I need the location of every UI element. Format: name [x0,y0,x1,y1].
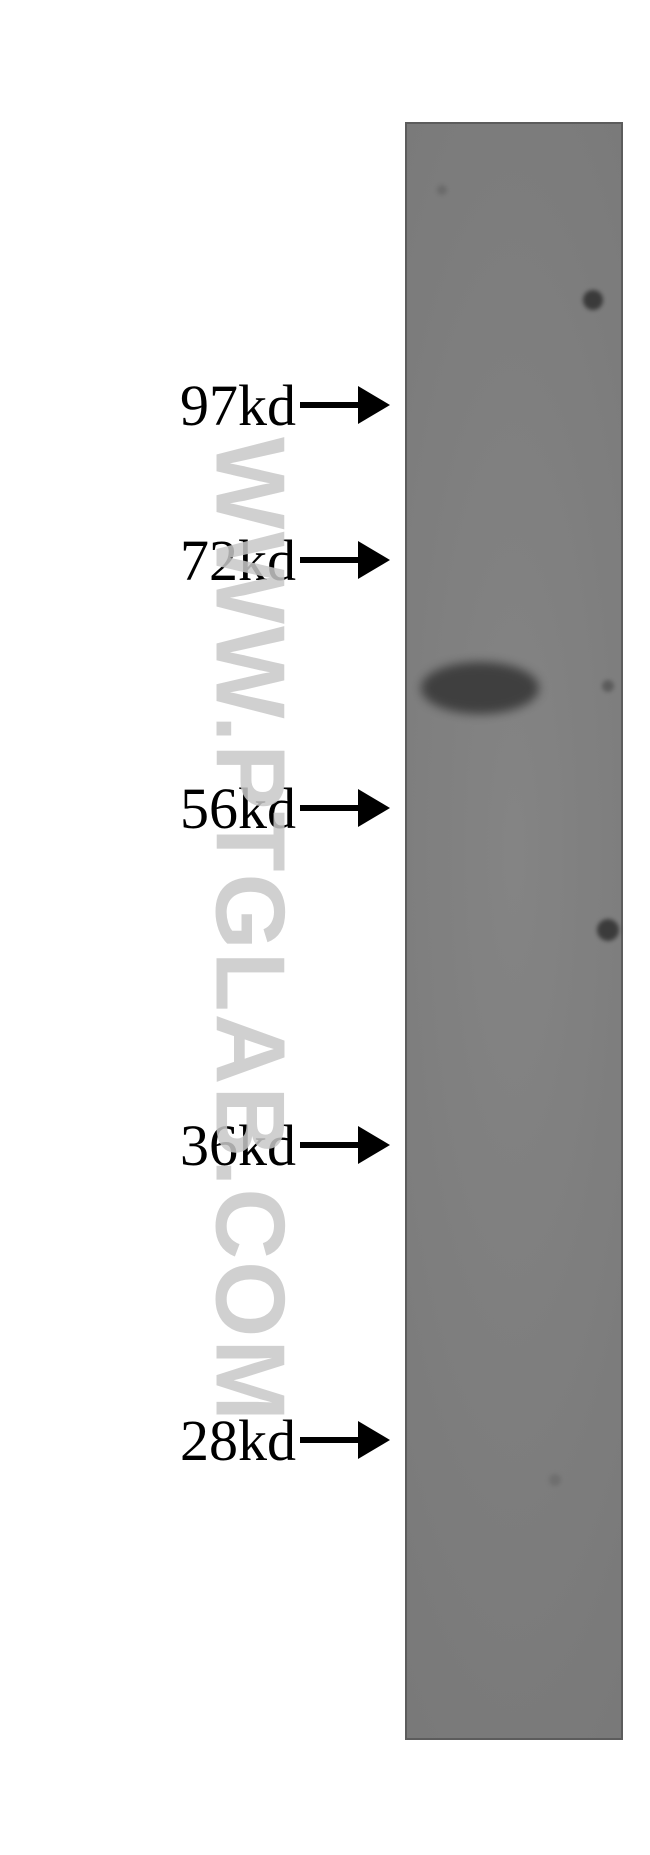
mw-marker: 56kd [0,778,390,838]
mw-marker-label: 36kd [180,1112,296,1179]
mw-marker-label: 56kd [180,775,296,842]
blot-speck [437,185,447,195]
blot-speck [597,919,619,941]
arrow-right-icon [300,1410,390,1470]
arrow-right-icon [300,778,390,838]
arrow-right-icon [300,375,390,435]
mw-marker: 36kd [0,1115,390,1175]
mw-marker: 97kd [0,375,390,435]
protein-band [421,662,539,714]
blot-speck [549,1474,561,1486]
blot-speck [583,290,603,310]
figure-canvas: 97kd72kd56kd36kd28kd WWW.PTGLAB.COM [0,0,650,1855]
mw-marker: 72kd [0,530,390,590]
mw-marker-label: 97kd [180,372,296,439]
arrow-right-icon [300,1115,390,1175]
mw-marker: 28kd [0,1410,390,1470]
mw-marker-label: 28kd [180,1407,296,1474]
mw-marker-label: 72kd [180,527,296,594]
blot-speck [602,680,614,692]
blot-lane [405,122,623,1740]
arrow-right-icon [300,530,390,590]
